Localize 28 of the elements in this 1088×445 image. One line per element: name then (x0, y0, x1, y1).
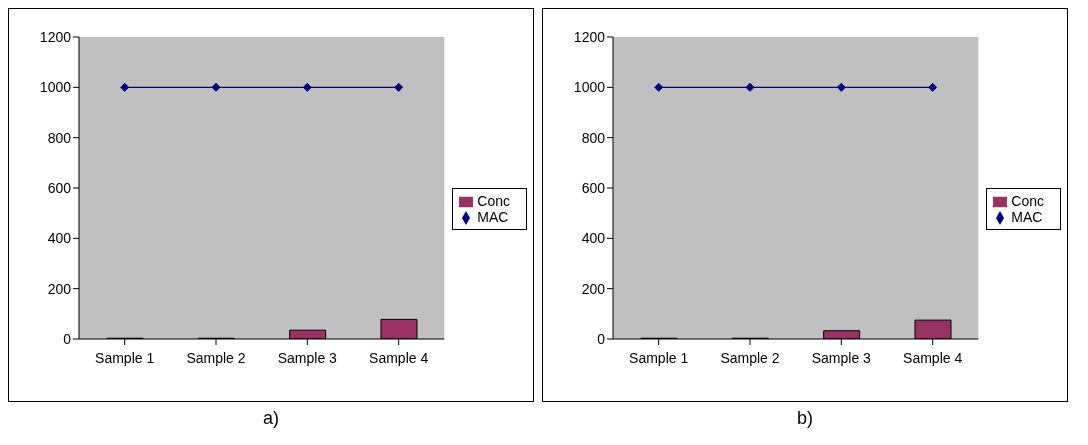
y-tick-label: 400 (47, 230, 72, 247)
y-tick-label: 0 (597, 330, 606, 347)
x-tick-label: Sample 2 (186, 349, 246, 366)
y-tick-label: 200 (47, 280, 72, 297)
y-tick-label: 0 (63, 330, 72, 347)
x-tick-label: Sample 1 (629, 349, 689, 366)
y-tick-label: 1000 (39, 79, 72, 96)
y-tick-label: 800 (581, 129, 606, 146)
y-tick-label: 1200 (39, 28, 72, 45)
y-tick-label: 400 (581, 230, 606, 247)
text: b) (796, 408, 814, 429)
y-tick-label: 1200 (573, 28, 606, 45)
legend-label: Conc (1011, 192, 1044, 209)
y-tick-label: 600 (47, 179, 72, 196)
legend-label: MAC (477, 209, 509, 225)
y-tick-label: 600 (581, 179, 606, 196)
x-tick-label: Sample 3 (277, 349, 338, 366)
x-tick-label: Sample 2 (720, 349, 780, 366)
y-tick-label: 200 (581, 280, 606, 297)
legend-label: MAC (1011, 209, 1043, 225)
text: a) (262, 408, 280, 429)
x-tick-label: Sample 4 (369, 349, 429, 366)
x-tick-label: Sample 3 (811, 349, 872, 366)
y-tick-label: 1000 (573, 79, 606, 96)
legend-label: Conc (477, 192, 510, 209)
y-tick-label: 800 (47, 129, 72, 146)
x-tick-label: Sample 4 (903, 349, 963, 366)
x-tick-label: Sample 1 (95, 349, 155, 366)
